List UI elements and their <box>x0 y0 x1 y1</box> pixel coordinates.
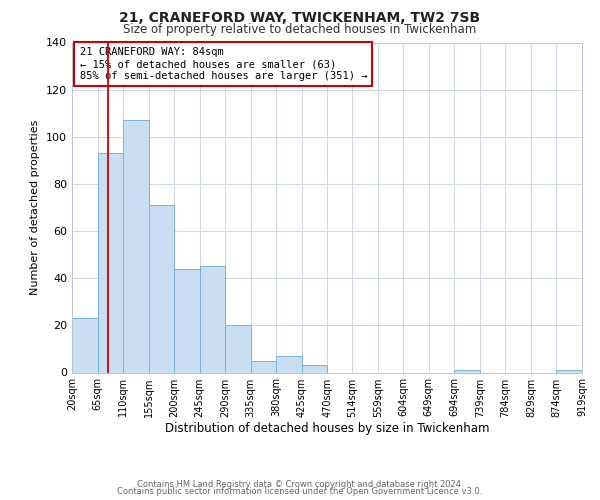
Bar <box>302 366 327 372</box>
Y-axis label: Number of detached properties: Number of detached properties <box>31 120 40 295</box>
Bar <box>200 266 225 372</box>
Text: Size of property relative to detached houses in Twickenham: Size of property relative to detached ho… <box>124 22 476 36</box>
Bar <box>123 120 149 372</box>
Bar <box>225 326 251 372</box>
Bar <box>149 205 174 372</box>
Text: 21, CRANEFORD WAY, TWICKENHAM, TW2 7SB: 21, CRANEFORD WAY, TWICKENHAM, TW2 7SB <box>119 11 481 25</box>
Bar <box>174 269 200 372</box>
Bar <box>72 318 98 372</box>
Bar <box>556 370 582 372</box>
Bar <box>454 370 480 372</box>
Bar <box>251 360 276 372</box>
Text: 21 CRANEFORD WAY: 84sqm
← 15% of detached houses are smaller (63)
85% of semi-de: 21 CRANEFORD WAY: 84sqm ← 15% of detache… <box>80 48 367 80</box>
Bar <box>276 356 302 372</box>
Text: Contains public sector information licensed under the Open Government Licence v3: Contains public sector information licen… <box>118 488 482 496</box>
Text: Contains HM Land Registry data © Crown copyright and database right 2024.: Contains HM Land Registry data © Crown c… <box>137 480 463 489</box>
Bar <box>98 154 123 372</box>
X-axis label: Distribution of detached houses by size in Twickenham: Distribution of detached houses by size … <box>165 422 489 436</box>
